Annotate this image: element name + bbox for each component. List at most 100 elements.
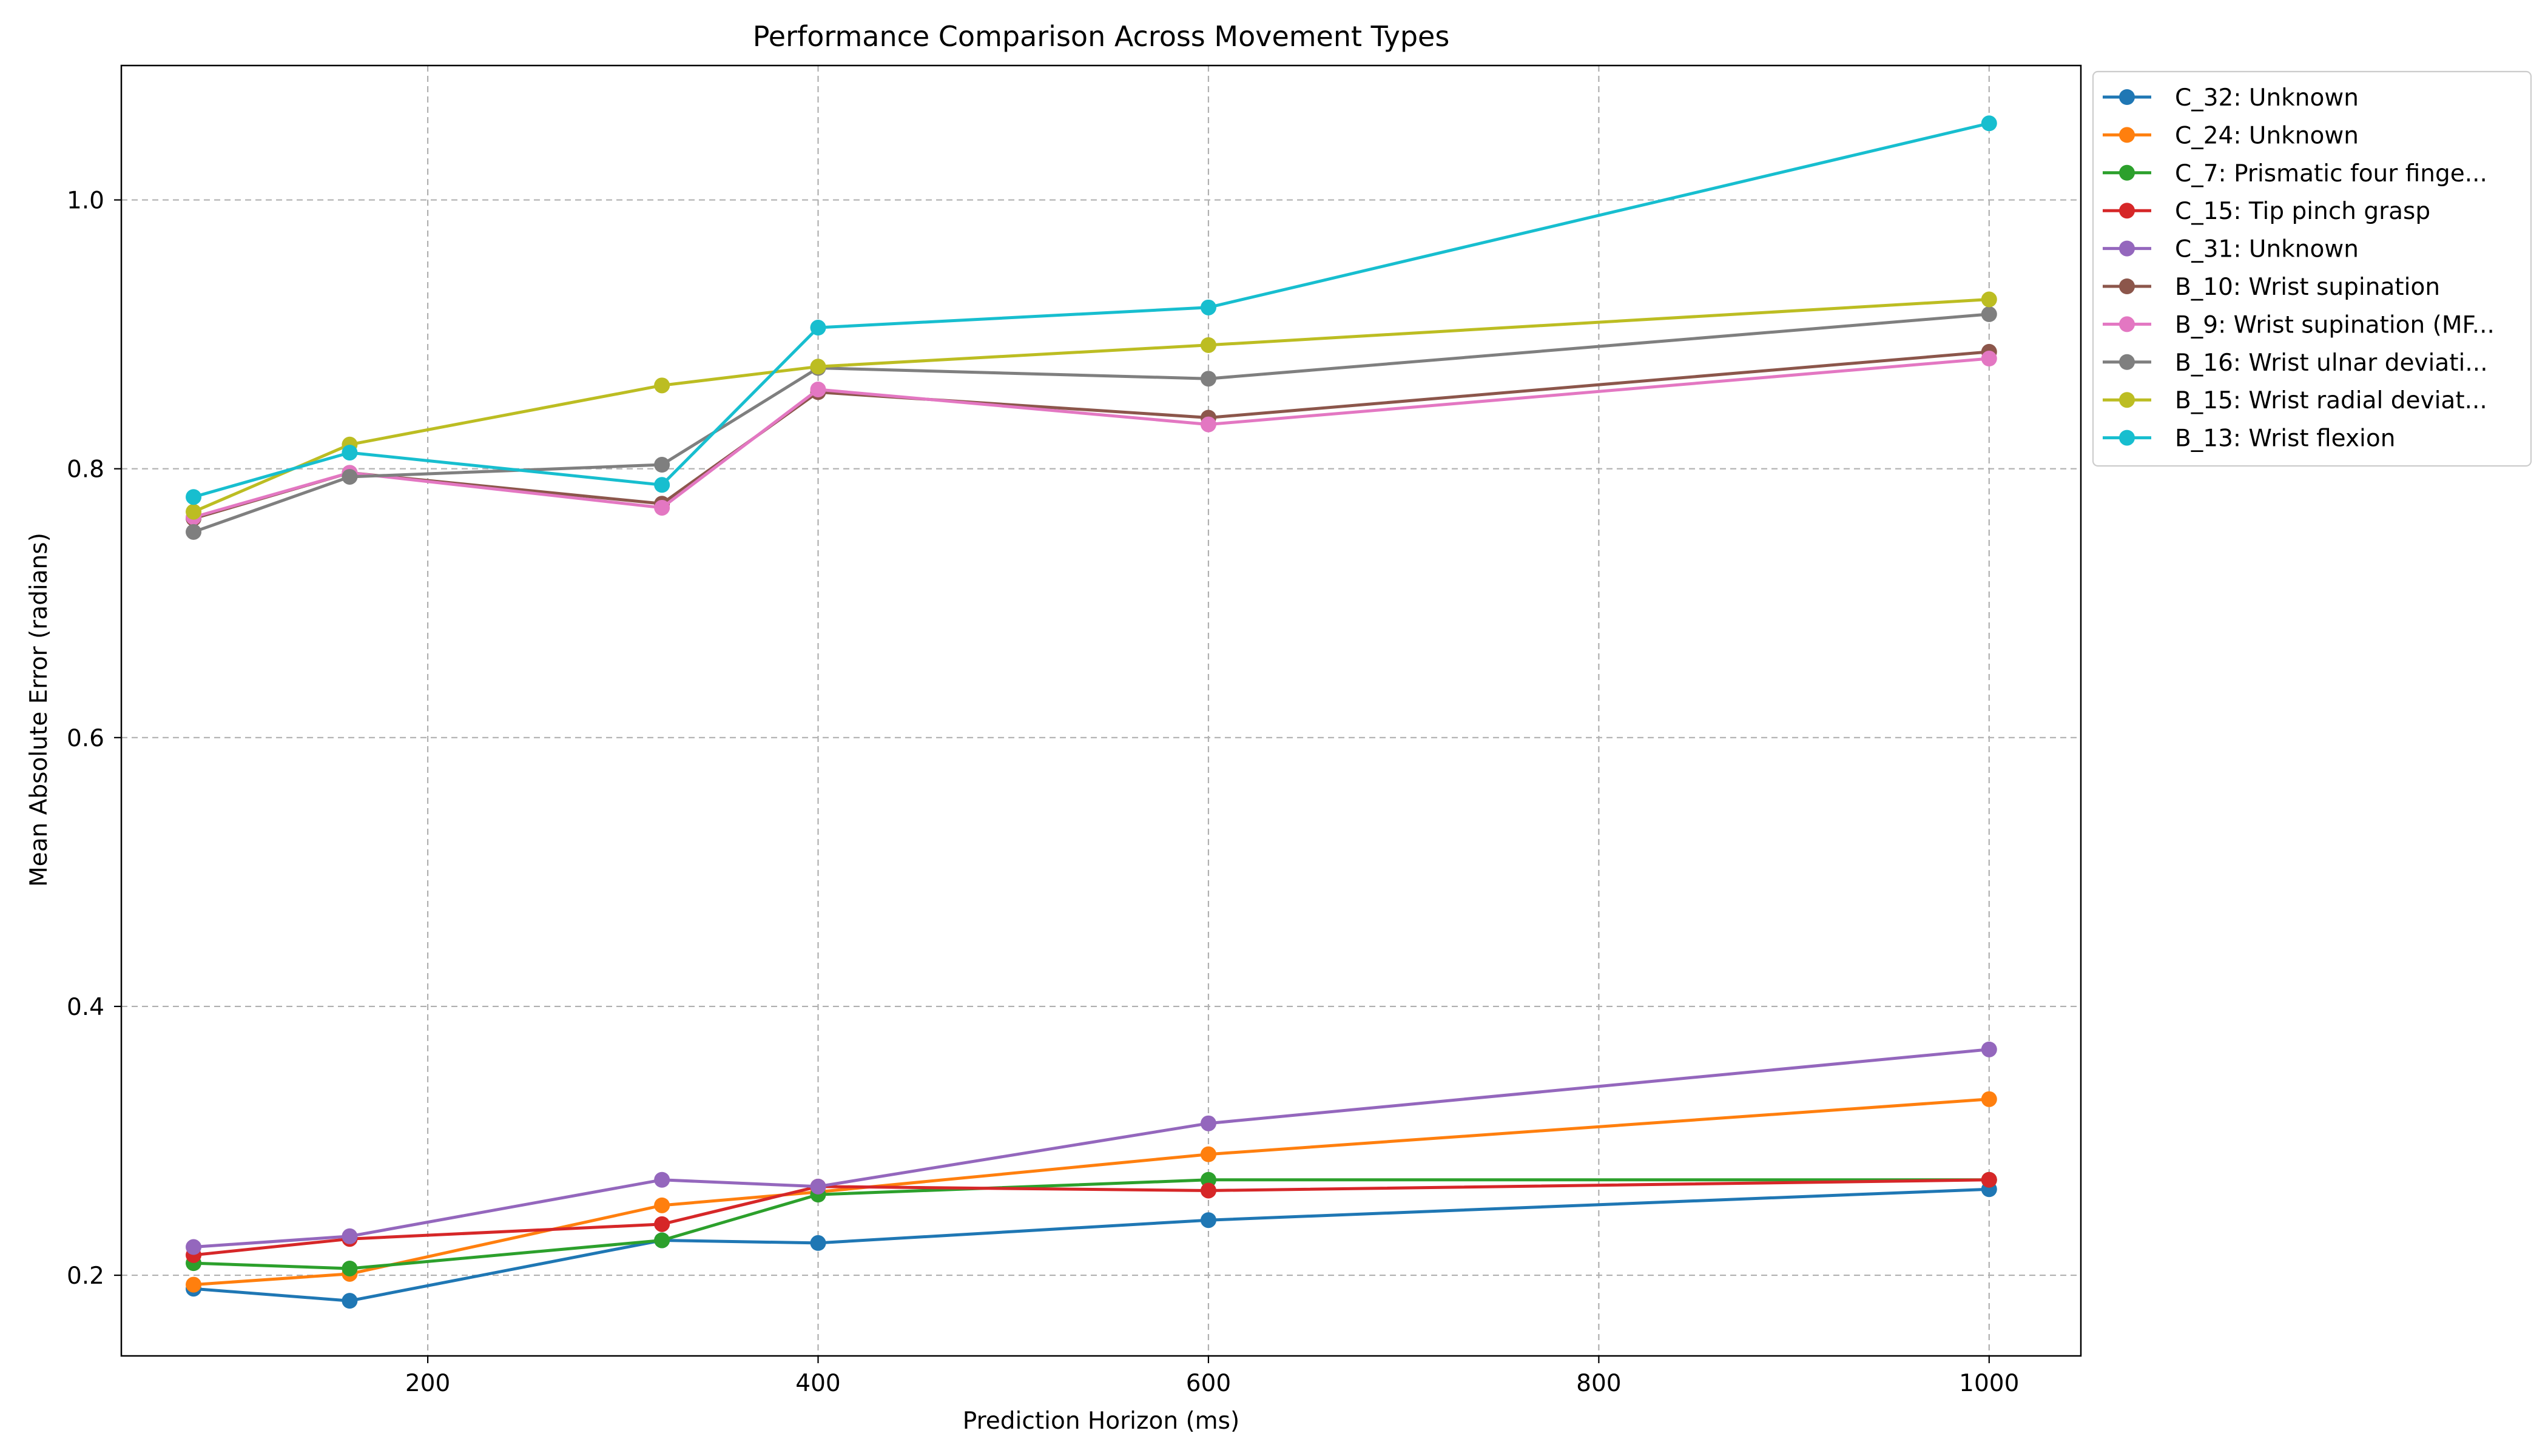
data-point [342,1260,358,1276]
y-tick-label: 1.0 [67,187,104,215]
y-tick-label: 0.6 [67,725,104,752]
data-point [186,1239,202,1255]
series-line [192,1187,1991,1303]
legend-item: B_9: Wrist supination (MF... [2103,311,2495,339]
legend-label: C_15: Tip pinch grasp [2175,198,2430,225]
legend-label: C_7: Prismatic four finge... [2175,160,2487,187]
data-point [186,524,202,540]
data-point [654,1232,670,1249]
grid [121,66,2081,1356]
series-line [192,357,1991,519]
legend-item: C_31: Unknown [2103,236,2359,263]
legend-marker [2119,240,2135,257]
legend-item: B_13: Wrist flexion [2103,425,2395,453]
data-point [810,1235,826,1251]
legend-marker [2119,316,2135,332]
legend-marker [2119,354,2135,370]
x-tick-label: 800 [1576,1370,1621,1397]
series-2 [186,1091,1997,1293]
data-point [654,377,670,394]
data-point [810,320,826,336]
series-10 [186,115,1997,505]
data-point [810,1178,826,1195]
legend-item: B_10: Wrist supination [2103,274,2440,301]
series-line [192,121,1991,499]
legend: C_32: Unknown C_24: Unknown C_7: Prismatic… [2092,70,2532,467]
series-line [192,1178,1991,1257]
legend-label: B_10: Wrist supination [2175,274,2440,301]
data-point [1200,371,1216,387]
data-point [1981,1171,1997,1188]
data-point [342,1293,358,1309]
y-tick-label: 0.8 [67,456,104,484]
series-line [192,312,1991,534]
y-tick-label: 0.4 [67,994,104,1021]
legend-label: B_9: Wrist supination (MF... [2175,311,2495,339]
series-line [192,1178,1991,1270]
series-line [192,1097,1991,1287]
data-point [1200,1146,1216,1162]
legend-marker [2119,164,2135,181]
series-5 [186,1041,1997,1255]
legend-label: B_13: Wrist flexion [2175,425,2395,453]
series-line [192,1048,1991,1249]
data-point [1200,1182,1216,1199]
data-point [1200,416,1216,433]
series-group [186,115,1997,1309]
data-point [1200,299,1216,315]
y-tick-label: 0.2 [67,1262,104,1290]
data-point [654,1171,670,1188]
legend-item: C_7: Prismatic four finge... [2103,160,2487,187]
data-point [1981,291,1997,308]
data-point [342,1228,358,1244]
x-axis-label: Prediction Horizon (ms) [963,1407,1239,1435]
data-point [810,381,826,397]
x-tick-label: 600 [1186,1370,1231,1397]
data-point [654,477,670,493]
legend-label: C_31: Unknown [2175,236,2359,263]
legend-box [2092,70,2532,467]
series-9 [186,291,1997,520]
data-point [1981,1041,1997,1057]
legend-marker [2119,430,2135,446]
data-point [654,457,670,473]
data-point [1981,306,1997,322]
data-point [654,1216,670,1232]
legend-item: C_15: Tip pinch grasp [2103,198,2430,225]
data-point [1981,115,1997,132]
series-line [192,298,1991,514]
y-axis-label: Mean Absolute Error (radians) [25,533,53,887]
x-tick-label: 200 [405,1370,450,1397]
legend-label: B_16: Wrist ulnar deviati... [2175,349,2488,377]
data-point [186,504,202,520]
data-point [186,1276,202,1293]
legend-marker [2119,278,2135,294]
x-tick-label: 400 [795,1370,840,1397]
legend-marker [2119,89,2135,105]
x-tick-label: 1000 [1959,1370,2019,1397]
legend-marker [2119,127,2135,143]
legend-item: B_15: Wrist radial deviat... [2103,387,2487,414]
data-point [1200,1212,1216,1228]
legend-label: C_32: Unknown [2175,84,2359,112]
plot-frame [120,64,2082,1357]
legend-item: B_16: Wrist ulnar deviati... [2103,349,2488,377]
legend-label: C_24: Unknown [2175,122,2359,149]
data-point [342,445,358,461]
data-point [1981,1091,1997,1107]
data-point [342,468,358,485]
data-point [810,359,826,375]
legend-item: C_32: Unknown [2103,84,2359,112]
legend-label: B_15: Wrist radial deviat... [2175,387,2487,414]
data-point [1200,337,1216,353]
ticks: 200 400 600 800 1000 0.2 0.4 0.6 0.8 1.0 [67,187,2019,1397]
data-point [654,499,670,516]
legend-item: C_24: Unknown [2103,122,2359,149]
legend-marker [2119,203,2135,219]
data-point [1981,351,1997,367]
legend-marker [2119,392,2135,408]
data-point [654,1197,670,1213]
data-point [186,489,202,505]
